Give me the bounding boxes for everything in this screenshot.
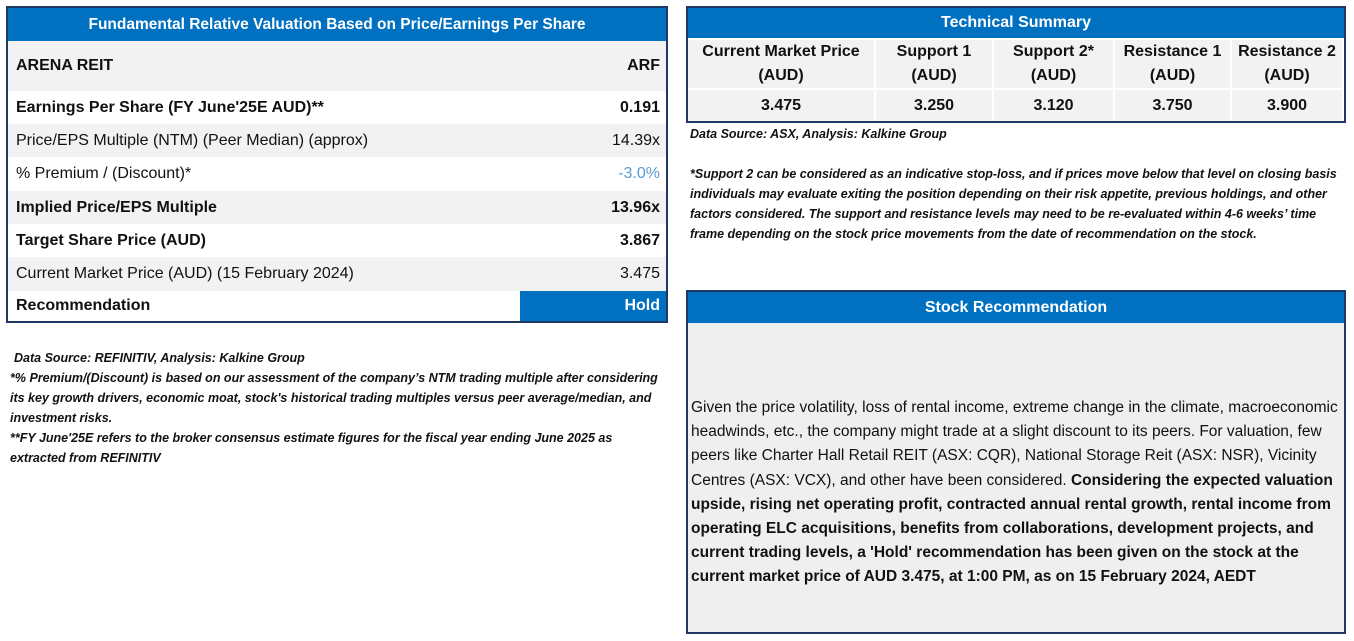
header-cell: ARENA REIT bbox=[16, 57, 114, 74]
row-label: Price/EPS Multiple (NTM) (Peer Median) (… bbox=[16, 131, 369, 149]
note: Data Source: REFINITIV, Analysis: Kalkin… bbox=[14, 351, 305, 365]
row-value: Hold bbox=[520, 291, 666, 321]
row-label: % Premium / (Discount)* bbox=[16, 165, 192, 182]
table-row: Implied Price/EPS Multiple 13.96x bbox=[8, 191, 666, 224]
recommendation-text: Given the price volatility, loss of rent… bbox=[691, 396, 1343, 590]
technical-notes: Data Source: ASX, Analysis: Kalkine Grou… bbox=[690, 124, 1340, 244]
column-header: Support 1 (AUD) bbox=[876, 40, 992, 88]
valuation-notes: Data Source: REFINITIV, Analysis: Kalkin… bbox=[10, 348, 660, 468]
table-row: Target Share Price (AUD) 3.867 bbox=[8, 224, 666, 257]
row-label: Current Market Price (AUD) (15 February … bbox=[16, 265, 354, 282]
row-value: -3.0% bbox=[618, 165, 660, 182]
row-label: Recommendation bbox=[16, 297, 151, 314]
row-value: 3.867 bbox=[619, 231, 660, 249]
column-header: Resistance 1 (AUD) bbox=[1115, 40, 1230, 88]
row-label: Earnings Per Share (FY June'25E AUD)** bbox=[16, 98, 324, 116]
column-value: 3.120 bbox=[994, 90, 1113, 121]
row-value: 0.191 bbox=[619, 98, 660, 116]
column-value: 3.475 bbox=[688, 90, 874, 121]
table-row: Price/EPS Multiple (NTM) (Peer Median) (… bbox=[8, 124, 666, 157]
row-value: 3.475 bbox=[619, 265, 660, 282]
summary-title: Technical Summary bbox=[688, 8, 1344, 38]
table-row: Recommendation Hold bbox=[8, 291, 666, 321]
column-header: Resistance 2 (AUD) bbox=[1232, 40, 1342, 88]
header-cell: ARF bbox=[627, 57, 660, 74]
text: Given the price volatility, loss of rent… bbox=[691, 399, 1338, 489]
row-label: Implied Price/EPS Multiple bbox=[16, 198, 217, 216]
stock-recommendation: Stock Recommendation Given the price vol… bbox=[686, 290, 1346, 634]
table-title: Fundamental Relative Valuation Based on … bbox=[8, 8, 666, 41]
column-value: 3.900 bbox=[1232, 90, 1342, 121]
row-label: Target Share Price (AUD) bbox=[16, 231, 206, 249]
table-row: Current Market Price (AUD) (15 February … bbox=[8, 257, 666, 291]
valuation-table: Fundamental Relative Valuation Based on … bbox=[6, 6, 668, 323]
table-header: ARENA REIT ARF bbox=[8, 41, 666, 91]
column-header: Support 2* (AUD) bbox=[994, 40, 1113, 88]
recommendation-title: Stock Recommendation bbox=[688, 292, 1344, 323]
note: **FY June'25E refers to the broker conse… bbox=[10, 431, 613, 465]
row-value: 13.96x bbox=[611, 198, 660, 216]
column-value: 3.250 bbox=[876, 90, 992, 121]
technical-summary: Technical Summary Current Market Price (… bbox=[686, 6, 1346, 123]
bold-text: Considering the expected valuation upsid… bbox=[691, 471, 1333, 586]
table-row: % Premium / (Discount)* -3.0% bbox=[8, 157, 666, 191]
note: *% Premium/(Discount) is based on our as… bbox=[10, 371, 658, 425]
note: Data Source: ASX, Analysis: Kalkine Grou… bbox=[690, 127, 947, 141]
column-header: Current Market Price (AUD) bbox=[688, 40, 874, 88]
note: *Support 2 can be considered as an indic… bbox=[690, 167, 1337, 241]
row-value: 14.39x bbox=[611, 131, 660, 149]
column-value: 3.750 bbox=[1115, 90, 1230, 121]
table-row: Earnings Per Share (FY June'25E AUD)** 0.… bbox=[8, 91, 666, 124]
